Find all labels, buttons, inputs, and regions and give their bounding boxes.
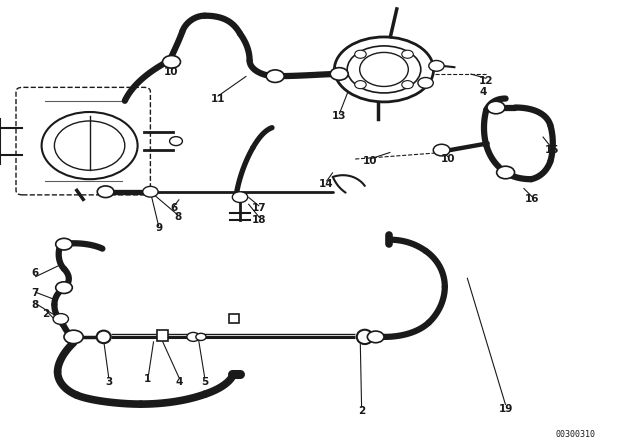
Circle shape — [418, 78, 433, 88]
Circle shape — [170, 137, 182, 146]
Text: 11: 11 — [211, 94, 225, 103]
Ellipse shape — [347, 46, 421, 93]
Circle shape — [42, 112, 138, 179]
Text: 10: 10 — [441, 154, 455, 164]
Circle shape — [402, 81, 413, 89]
Text: 3: 3 — [105, 377, 113, 387]
Text: 5: 5 — [201, 377, 209, 387]
Text: 18: 18 — [252, 215, 266, 224]
Text: 12: 12 — [479, 76, 493, 86]
Circle shape — [355, 50, 366, 58]
Text: 19: 19 — [499, 404, 513, 414]
Bar — [157, 330, 168, 341]
Circle shape — [429, 60, 444, 71]
Circle shape — [433, 144, 450, 156]
Ellipse shape — [357, 330, 372, 344]
Text: 9: 9 — [155, 224, 163, 233]
Text: 13: 13 — [332, 112, 346, 121]
Circle shape — [163, 56, 180, 68]
Circle shape — [53, 314, 68, 324]
Text: 1: 1 — [143, 374, 151, 383]
Text: 15: 15 — [545, 145, 559, 155]
Circle shape — [196, 333, 206, 340]
Text: 17: 17 — [252, 203, 266, 213]
Text: 6: 6 — [170, 203, 178, 213]
Ellipse shape — [97, 331, 111, 343]
Circle shape — [266, 70, 284, 82]
Circle shape — [232, 192, 248, 202]
Text: 6: 6 — [31, 268, 39, 278]
Text: 8: 8 — [31, 300, 39, 310]
Text: 2: 2 — [42, 309, 50, 319]
Circle shape — [187, 332, 200, 341]
Text: 10: 10 — [164, 67, 179, 77]
Text: 16: 16 — [525, 194, 540, 204]
Circle shape — [487, 101, 505, 114]
Circle shape — [54, 121, 125, 170]
Circle shape — [143, 186, 158, 197]
Text: 4: 4 — [175, 377, 183, 387]
Circle shape — [330, 68, 348, 80]
Circle shape — [402, 50, 413, 58]
Circle shape — [97, 186, 114, 198]
Text: 2: 2 — [358, 406, 365, 416]
Text: 10: 10 — [363, 156, 377, 166]
Circle shape — [56, 238, 72, 250]
Circle shape — [56, 282, 72, 293]
Circle shape — [497, 166, 515, 179]
Circle shape — [355, 81, 366, 89]
FancyBboxPatch shape — [16, 87, 150, 195]
Text: 7: 7 — [31, 289, 39, 298]
Circle shape — [360, 52, 408, 86]
Circle shape — [367, 331, 384, 343]
Text: 8: 8 — [174, 212, 182, 222]
Text: 4: 4 — [479, 87, 487, 97]
Ellipse shape — [334, 37, 434, 102]
Text: 00300310: 00300310 — [556, 430, 596, 439]
Text: 14: 14 — [319, 179, 333, 189]
Bar — [229, 314, 239, 323]
Circle shape — [64, 330, 83, 344]
